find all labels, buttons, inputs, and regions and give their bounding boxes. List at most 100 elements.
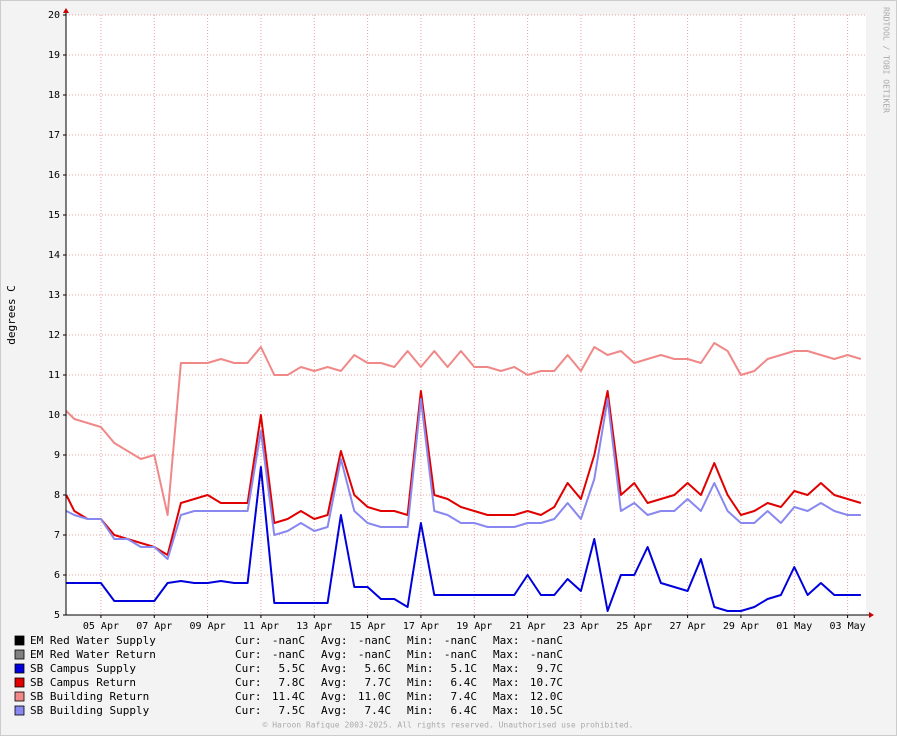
legend-swatch [14, 649, 25, 660]
stat-value: -nanC [272, 634, 305, 647]
legend-label: SB Building Return [30, 690, 149, 703]
stat-value: 7.8C [279, 676, 306, 689]
stat-value: 5.6C [365, 662, 392, 675]
stat-value: 10.7C [530, 676, 563, 689]
stat-label: Avg: [321, 634, 348, 647]
y-axis-label: degrees C [5, 285, 18, 345]
stat-label: Cur: [235, 634, 262, 647]
y-tick-label: 10 [48, 410, 60, 421]
x-tick-label: 01 May [776, 621, 812, 632]
y-tick-label: 9 [54, 450, 60, 461]
stat-value: 6.4C [451, 704, 478, 717]
stat-label: Avg: [321, 704, 348, 717]
stat-value: -nanC [530, 634, 563, 647]
y-tick-label: 14 [48, 250, 60, 261]
x-tick-label: 21 Apr [510, 621, 546, 632]
y-tick-label: 20 [48, 10, 60, 21]
x-tick-label: 13 Apr [296, 621, 332, 632]
y-tick-label: 16 [48, 170, 60, 181]
stat-value: 5.5C [279, 662, 306, 675]
stat-label: Max: [493, 662, 520, 675]
axis-arrow [869, 612, 874, 618]
plot-area [66, 15, 866, 615]
axis-arrow [63, 8, 69, 13]
legend-swatch [14, 663, 25, 674]
series-line [65, 342, 862, 516]
series-line [65, 398, 861, 560]
legend-label: EM Red Water Supply [30, 634, 156, 647]
stat-label: Cur: [235, 662, 262, 675]
stat-label: Min: [407, 634, 434, 647]
x-tick-label: 05 Apr [83, 621, 119, 632]
stat-label: Max: [493, 704, 520, 717]
y-tick-label: 5 [54, 610, 60, 621]
series-line [65, 390, 862, 556]
stat-label: Max: [493, 676, 520, 689]
x-tick-label: 25 Apr [616, 621, 652, 632]
stat-value: 11.0C [358, 690, 391, 703]
y-tick-label: 18 [48, 90, 60, 101]
stat-label: Cur: [235, 676, 262, 689]
stat-value: 7.4C [451, 690, 478, 703]
stat-value: 11.4C [272, 690, 305, 703]
stat-value: 6.4C [451, 676, 478, 689]
stat-label: Min: [407, 690, 434, 703]
footer: © Haroon Rafique 2003-2025. All rights r… [263, 721, 634, 730]
legend-label: EM Red Water Return [30, 648, 156, 661]
legend-swatch [14, 691, 25, 702]
x-tick-label: 19 Apr [456, 621, 492, 632]
legend-swatch [14, 677, 25, 688]
stat-label: Cur: [235, 704, 262, 717]
stat-value: -nanC [530, 648, 563, 661]
stat-label: Min: [407, 662, 434, 675]
stat-label: Max: [493, 634, 520, 647]
legend-label: SB Building Supply [30, 704, 150, 717]
stat-label: Avg: [321, 648, 348, 661]
stat-label: Avg: [321, 690, 348, 703]
stat-value: 5.1C [451, 662, 478, 675]
x-tick-label: 07 Apr [136, 621, 172, 632]
legend-swatch [14, 705, 25, 716]
stat-label: Min: [407, 676, 434, 689]
y-tick-label: 6 [54, 570, 60, 581]
stat-value: 7.5C [279, 704, 306, 717]
stat-value: 12.0C [530, 690, 563, 703]
y-tick-label: 19 [48, 50, 60, 61]
legend-label: SB Campus Supply [30, 662, 136, 675]
legend-label: SB Campus Return [30, 676, 136, 689]
y-tick-label: 7 [54, 530, 60, 541]
y-tick-label: 17 [48, 130, 60, 141]
stat-label: Max: [493, 690, 520, 703]
y-tick-label: 8 [54, 490, 60, 501]
stat-label: Avg: [321, 676, 348, 689]
stat-value: -nanC [444, 648, 477, 661]
stat-value: -nanC [272, 648, 305, 661]
stat-value: -nanC [358, 648, 391, 661]
grid: 5 6 7 8 9 10 11 12 13 14 15 16 17 18 19 20 05 Apr 07 Apr 0… [48, 10, 866, 632]
y-tick-label: 11 [48, 370, 60, 381]
y-tick-label: 15 [48, 210, 60, 221]
x-tick-label: 11 Apr [243, 621, 279, 632]
stat-label: Cur: [235, 690, 262, 703]
x-tick-label: 27 Apr [670, 621, 706, 632]
x-tick-label: 29 Apr [723, 621, 759, 632]
stat-value: 10.5C [530, 704, 563, 717]
stat-value: -nanC [444, 634, 477, 647]
stat-label: Min: [407, 648, 434, 661]
stat-value: 7.4C [365, 704, 392, 717]
series-line [66, 466, 861, 612]
x-tick-label: 03 May [830, 621, 866, 632]
y-tick-label: 12 [48, 330, 60, 341]
stat-label: Avg: [321, 662, 348, 675]
side-text: RRDTOOL / TOBI OETIKER [882, 7, 891, 113]
stat-value: -nanC [358, 634, 391, 647]
stat-label: Cur: [235, 648, 262, 661]
y-tick-label: 13 [48, 290, 60, 301]
stat-value: 7.7C [365, 676, 392, 689]
x-tick-label: 09 Apr [190, 621, 226, 632]
legend: EM Red Water Supply Cur: -nanC Avg: -nanC Min… [14, 634, 563, 717]
stat-label: Max: [493, 648, 520, 661]
x-tick-label: 15 Apr [350, 621, 386, 632]
legend-swatch [14, 635, 25, 646]
